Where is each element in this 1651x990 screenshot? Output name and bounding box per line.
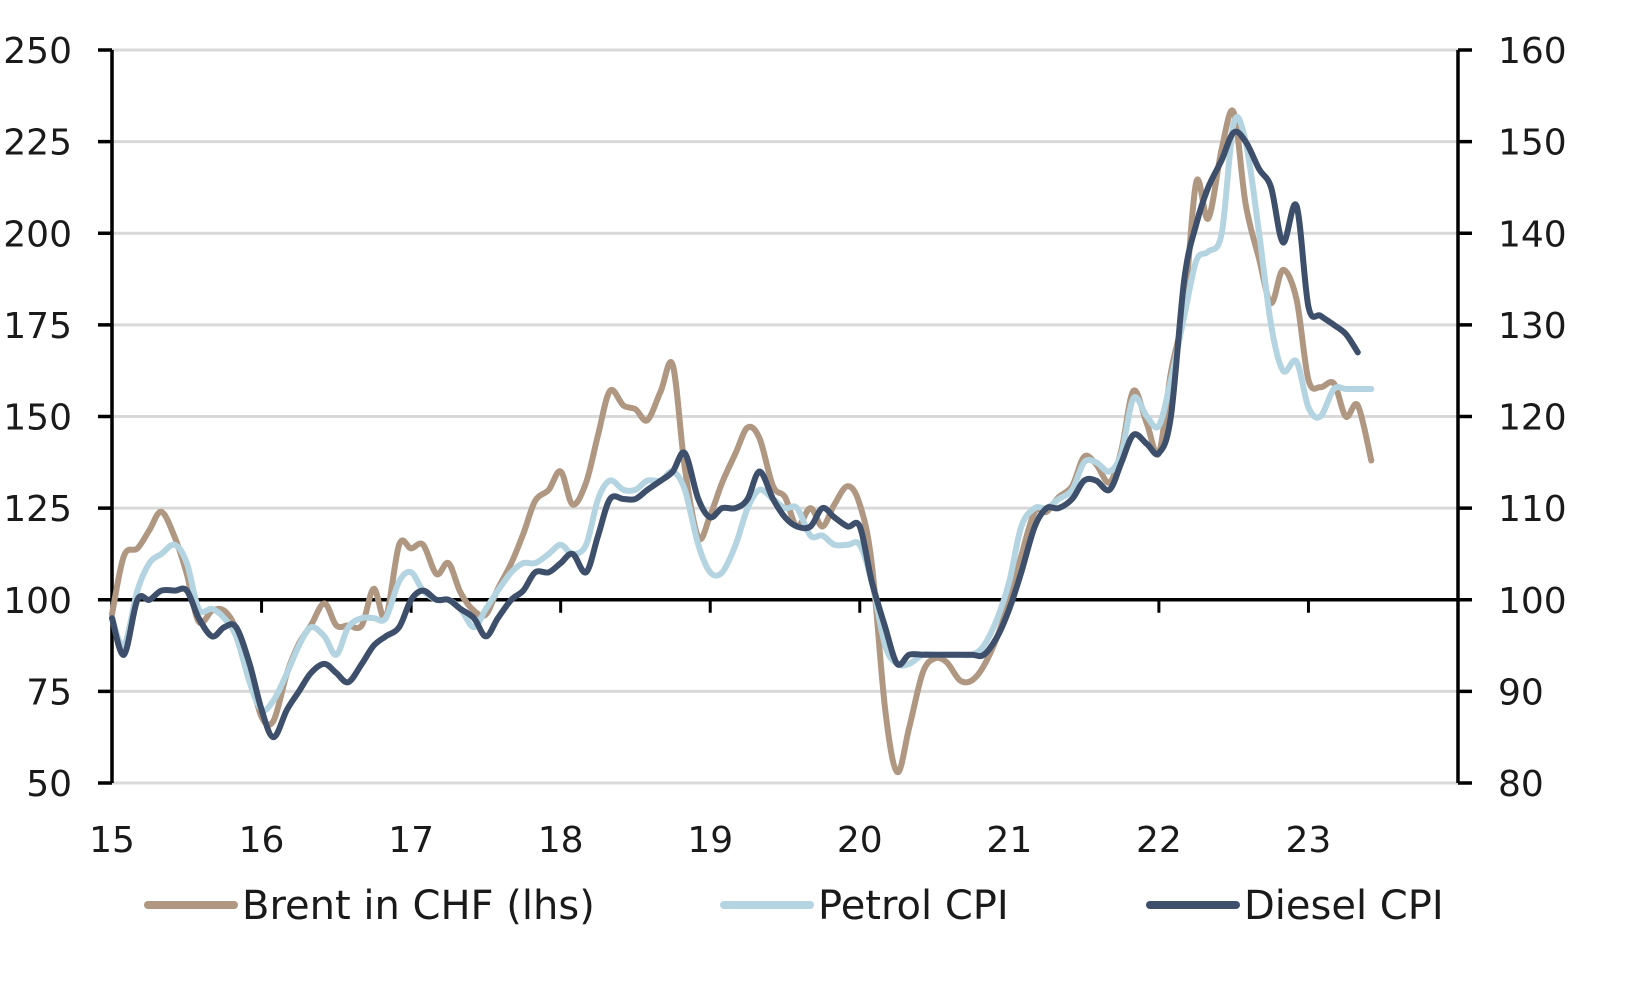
x-tick-label: 20	[837, 820, 883, 861]
x-tick-label: 22	[1136, 820, 1182, 861]
y-left-tick-label: 175	[3, 306, 72, 347]
x-tick-label: 23	[1286, 820, 1332, 861]
y-left-tick-label: 250	[3, 31, 72, 72]
series-line-diesel-cpi	[109, 128, 1361, 741]
y-right-tick-label: 150	[1498, 123, 1567, 164]
y-left-tick-label: 125	[3, 489, 72, 530]
series-line-petrol-cpi	[109, 114, 1375, 714]
series-line-brent-in-chf-lhs	[109, 107, 1375, 776]
x-tick-label: 19	[687, 820, 733, 861]
y-right-tick-label: 130	[1498, 306, 1567, 347]
y-right-tick-label: 90	[1498, 672, 1544, 713]
y-left-tick-label: 150	[3, 398, 72, 439]
y-left-tick-label: 200	[3, 214, 72, 255]
y-right-tick-label: 160	[1498, 31, 1567, 72]
x-tick-label: 18	[538, 820, 584, 861]
series-lines	[109, 107, 1375, 776]
y-right-tick-label: 140	[1498, 214, 1567, 255]
y-right-tick-label: 80	[1498, 764, 1544, 805]
x-tick-label: 17	[388, 820, 434, 861]
legend-label-petrol-cpi: Petrol CPI	[818, 883, 1009, 929]
y-left-tick-label: 50	[26, 764, 72, 805]
y-right-tick-label: 100	[1498, 581, 1567, 622]
y-right-tick-label: 120	[1498, 398, 1567, 439]
x-tick-label: 16	[239, 820, 285, 861]
legend-label-diesel-cpi: Diesel CPI	[1244, 883, 1444, 929]
legend-label-brent-in-chf-lhs: Brent in CHF (lhs)	[242, 883, 595, 929]
y-right-tick-label: 110	[1498, 489, 1567, 530]
legend: Brent in CHF (lhs) Petrol CPI Diesel CPI	[144, 883, 1444, 929]
x-tick-label: 15	[89, 820, 135, 861]
x-tick-label: 21	[986, 820, 1032, 861]
y-left-tick-label: 75	[26, 672, 72, 713]
y-left-tick-label: 100	[3, 581, 72, 622]
y-left-tick-label: 225	[3, 123, 72, 164]
axes: 250 225 200 175 150 125 100 75 50 160 150 140 130 120…	[3, 31, 1566, 861]
